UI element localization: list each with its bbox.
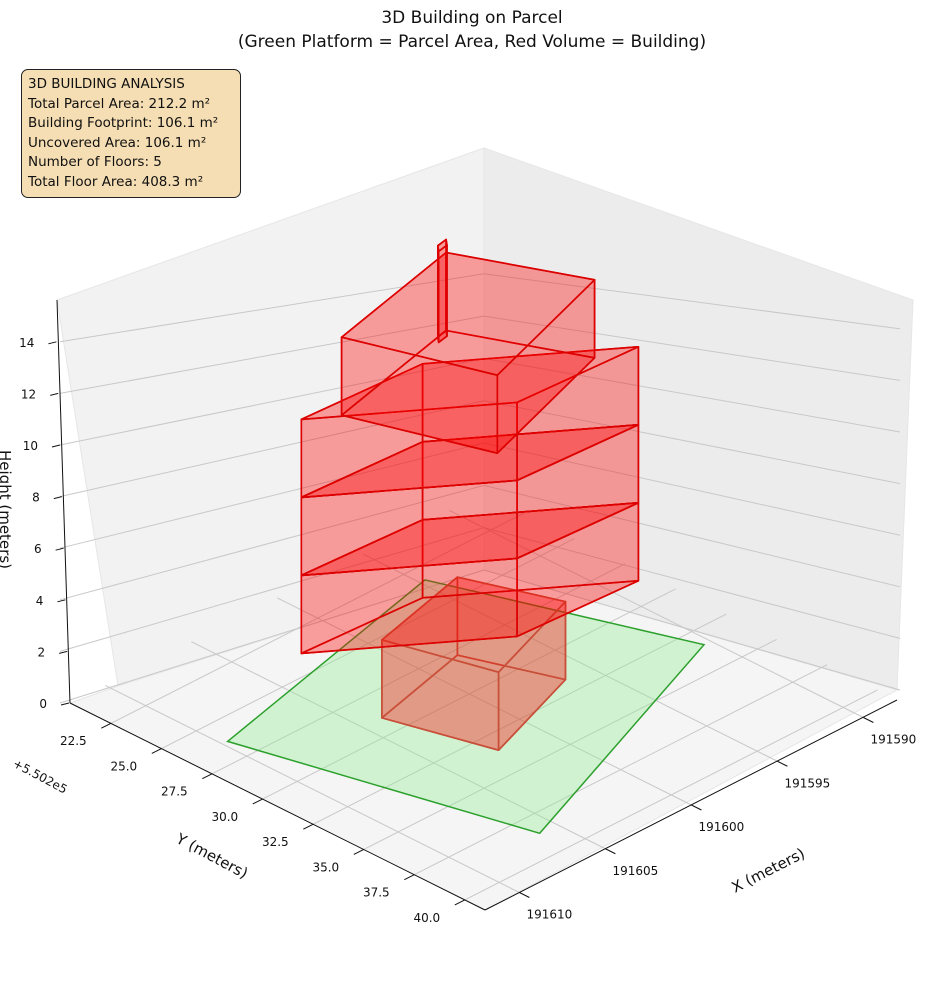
y-tick-mark: [353, 848, 365, 855]
z-tick-label: 2: [38, 645, 46, 659]
building-floor-box: [300, 501, 640, 655]
z-tick-label: 8: [32, 491, 40, 505]
grid-lines: [59, 273, 901, 901]
y-tick-label: 37.5: [363, 886, 390, 900]
z-tick-label: 0: [39, 697, 47, 711]
y-axis-label: Y (meters): [172, 829, 251, 882]
y-tick-mark: [303, 823, 314, 830]
y-grid-line: [363, 638, 777, 850]
z-grid-line: [59, 569, 901, 704]
z-grid-line: [59, 484, 901, 601]
y-tick-mark: [404, 874, 415, 881]
z-tick-label: 6: [34, 542, 42, 556]
z-axis-line: [56, 299, 71, 704]
y-tick-label: 22.5: [60, 734, 87, 748]
x-tick-mark: [863, 717, 874, 723]
x-tick-mark: [519, 892, 530, 898]
parcel-layer: [226, 579, 706, 835]
y-tick-mark: [252, 798, 264, 805]
y-tick-mark: [151, 747, 163, 754]
x-tick-mark: [691, 804, 702, 811]
z-grid-line: [59, 442, 901, 549]
x-grid-line: [449, 510, 864, 718]
info-line-footprint: Building Footprint: 106.1 m²: [28, 115, 219, 131]
y-offset-label: +5.502e5: [11, 756, 70, 796]
z-grid-line: [59, 273, 901, 343]
x-tick-mark: [777, 760, 788, 767]
x-axis-label: X (meters): [729, 844, 808, 896]
z-tick-mark: [53, 496, 62, 500]
info-heading: 3D BUILDING ANALYSIS: [28, 76, 185, 92]
z-tick-mark: [57, 599, 66, 603]
x-tick-label: 191605: [612, 864, 658, 878]
axis-layer: 191590 191595 191600 191605 191610 22.5 25.0 27…: [19, 299, 916, 925]
y-grid-line: [464, 689, 878, 901]
z-grid-line: [59, 315, 901, 394]
x-axis-line: [484, 699, 898, 911]
y-tick-label: 25.0: [110, 759, 137, 773]
y-grid-line: [212, 563, 626, 775]
info-line-floor-area: Total Floor Area: 408.3 m²: [28, 173, 204, 190]
x-grid-line: [191, 641, 606, 850]
building-face: [340, 251, 596, 377]
building-face: [437, 244, 448, 344]
y-axis-line: [69, 702, 486, 911]
parcel-platform: [226, 579, 706, 835]
y-tick-mark: [202, 773, 213, 780]
z-axis-label: Height (meters): [0, 450, 14, 569]
z-grid-line: [59, 527, 901, 652]
building-floor-box: [381, 576, 567, 752]
info-line-parcel-area: Total Parcel Area: 212.2 m²: [28, 95, 211, 112]
z-tick-label: 12: [21, 387, 36, 401]
analysis-info-box: 3D BUILDING ANALYSIS Total Parcel Area: …: [21, 69, 241, 198]
z-tick-mark: [51, 444, 61, 448]
y-tick-mark: [101, 722, 112, 729]
x-grid-line: [363, 553, 778, 762]
info-line-floors: Number of Floors: 5: [28, 154, 162, 170]
y-grid-line: [414, 664, 828, 876]
z-tick-label: 4: [36, 594, 44, 608]
x-tick-label: 191590: [870, 733, 916, 747]
building-face: [436, 244, 440, 344]
x-tick-mark: [605, 848, 616, 855]
z-tick-mark: [55, 547, 64, 551]
z-tick-mark: [50, 392, 59, 396]
z-tick-mark: [59, 650, 68, 654]
chart-subtitle: (Green Platform = Parcel Area, Red Volum…: [237, 32, 707, 52]
building-face: [381, 576, 567, 674]
x-tick-label: 191595: [784, 776, 830, 790]
building-face: [436, 238, 448, 253]
y-grid-line: [161, 537, 575, 749]
building-floor-box: [340, 251, 596, 455]
x-tick-label: 191610: [526, 908, 572, 922]
y-tick-label: 32.5: [262, 835, 289, 849]
y-tick-label: 35.0: [312, 860, 339, 874]
building-floor-box: [300, 423, 640, 577]
z-tick-mark: [60, 702, 70, 706]
z-tick-label: 14: [19, 336, 34, 350]
z-tick-mark: [48, 341, 57, 345]
y-tick-label: 40.0: [413, 911, 440, 925]
y-tick-label: 27.5: [161, 785, 188, 799]
x-tick-label: 191600: [698, 820, 744, 834]
building-floor-box: [436, 238, 448, 344]
building-floor-box: [300, 345, 640, 499]
y-tick-label: 30.0: [211, 810, 238, 824]
y-grid-line: [262, 588, 676, 800]
chart-title: 3D Building on Parcel: [381, 8, 563, 28]
x-grid-line: [105, 685, 520, 893]
z-grid-line: [59, 400, 901, 498]
y-grid-line: [111, 512, 525, 724]
info-line-uncovered: Uncovered Area: 106.1 m²: [28, 134, 207, 151]
y-grid-line: [313, 613, 727, 825]
building-layer: [300, 238, 640, 752]
y-tick-mark: [454, 899, 466, 906]
z-tick-label: 10: [23, 439, 38, 453]
